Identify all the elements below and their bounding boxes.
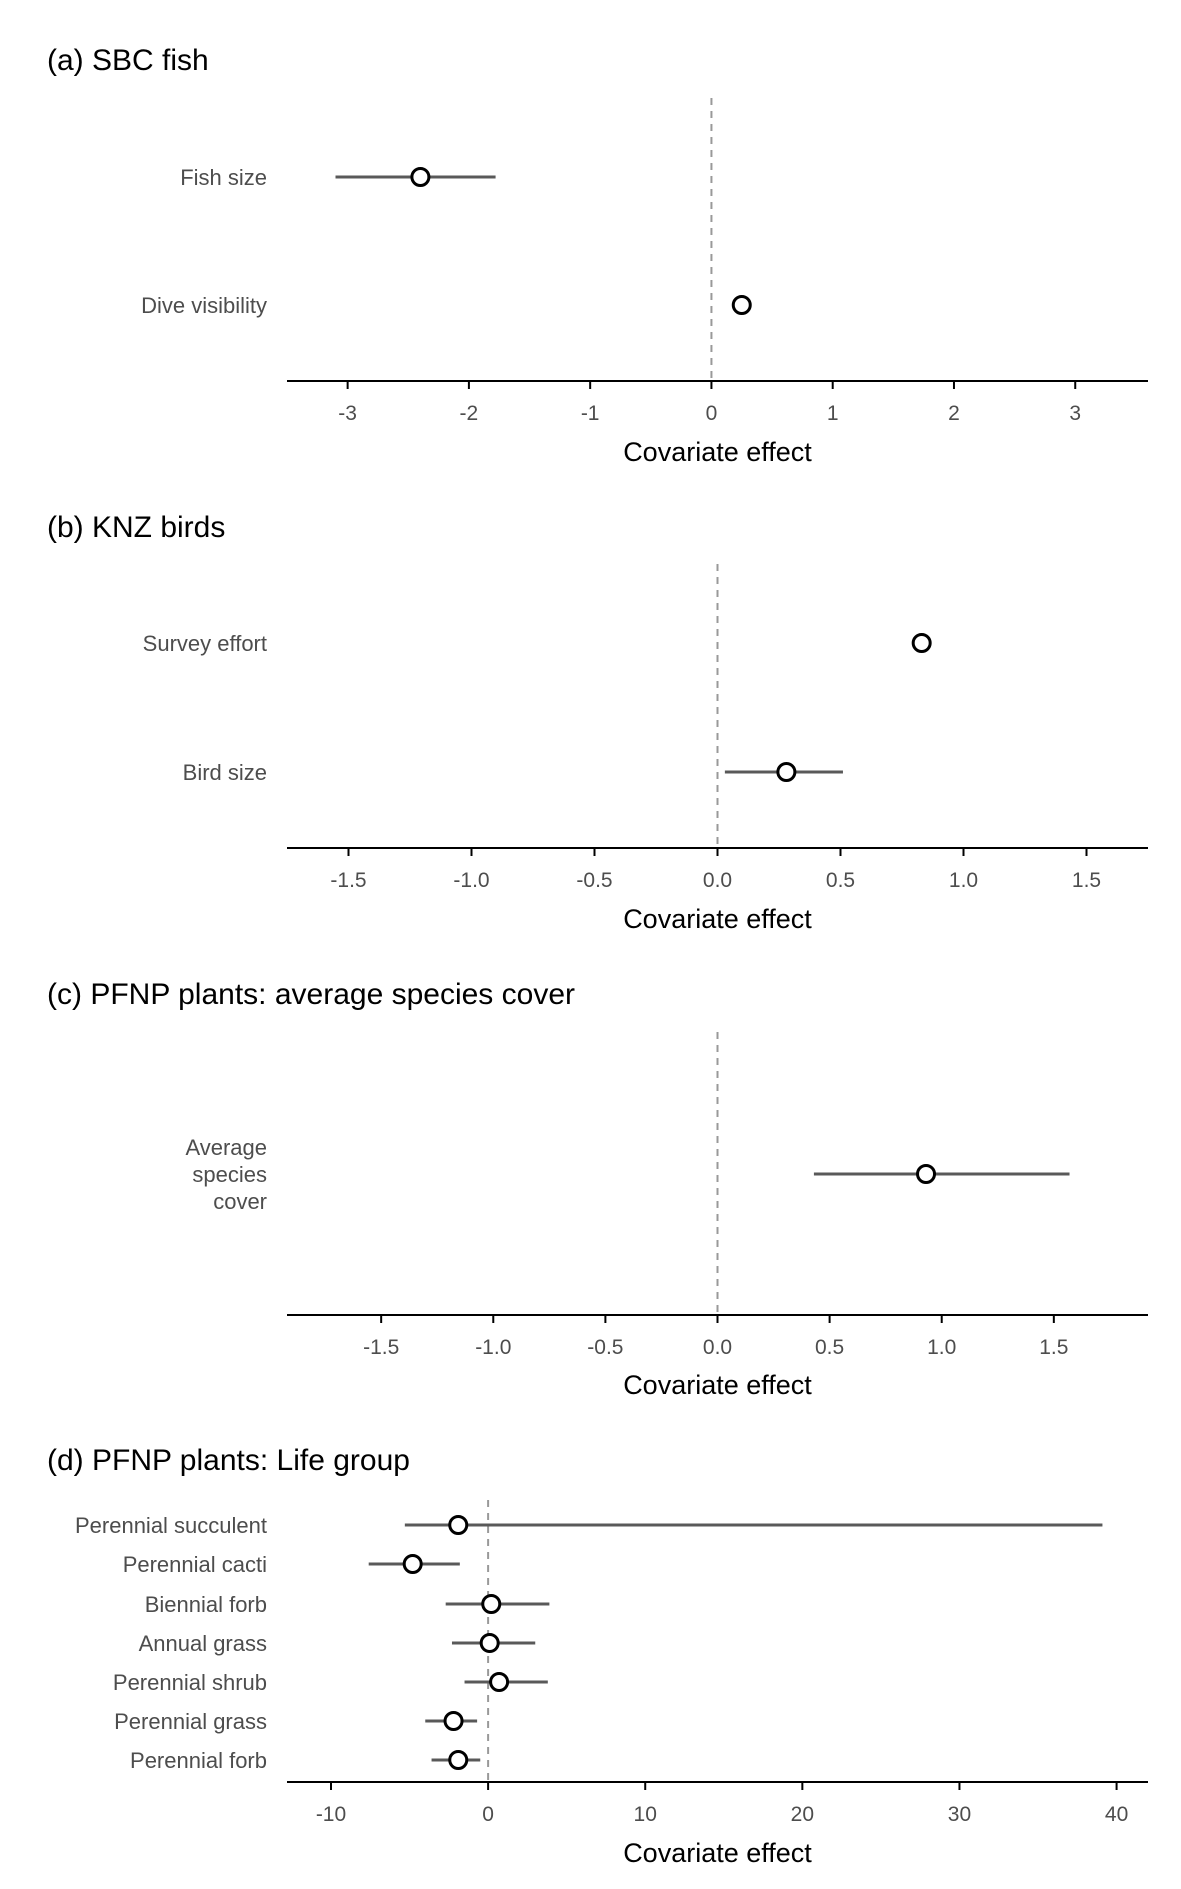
x-tick-label: 0.5 xyxy=(826,869,855,892)
x-tick-label: 0 xyxy=(482,1803,494,1826)
x-tick-label: -1.0 xyxy=(475,1336,511,1359)
category-label: Annual grass xyxy=(139,1631,267,1656)
category-label: Perennial cacti xyxy=(123,1552,267,1577)
x-tick-label: 20 xyxy=(791,1803,814,1826)
x-tick-label: 2 xyxy=(948,402,960,425)
estimate-point xyxy=(489,1672,510,1692)
estimate-point xyxy=(916,1164,937,1184)
category-label: Survey effort xyxy=(143,631,267,656)
x-tick-label: -1.5 xyxy=(330,869,366,892)
panel-b-title: (b) KNZ birds xyxy=(47,511,225,544)
x-tick-label: -2 xyxy=(460,402,479,425)
x-tick-label: 1.5 xyxy=(1039,1336,1068,1359)
category-label: Fish size xyxy=(180,165,267,190)
estimate-point xyxy=(731,295,752,315)
x-tick-label: -3 xyxy=(338,402,357,425)
panel-c-title: (c) PFNP plants: average species cover xyxy=(47,978,575,1011)
x-tick-label: -1 xyxy=(581,402,600,425)
panel-c: (c) PFNP plants: average species cover -1… xyxy=(47,978,1148,1400)
x-tick-label: 0.0 xyxy=(703,1336,732,1359)
category-label: Average species cover xyxy=(185,1135,267,1214)
x-axis-title: Covariate effect xyxy=(623,437,812,467)
x-tick-label: 1 xyxy=(827,402,839,425)
x-axis-title: Covariate effect xyxy=(623,1838,812,1868)
x-tick-label: -1.5 xyxy=(363,1336,399,1359)
x-axis-title: Covariate effect xyxy=(623,1370,812,1400)
x-axis-title: Covariate effect xyxy=(623,904,812,934)
estimate-point xyxy=(410,167,431,187)
x-tick-label: -0.5 xyxy=(587,1336,623,1359)
category-label: Perennial forb xyxy=(130,1748,267,1773)
category-label: Biennial forb xyxy=(145,1592,267,1617)
panel-d: (d) PFNP plants: Life group -10 0 10 20 30 40 C… xyxy=(47,1444,1148,1868)
category-label: Dive visibility xyxy=(141,293,267,318)
estimate-point xyxy=(443,1711,464,1731)
x-tick-label: 3 xyxy=(1069,402,1081,425)
x-tick-label: 0.5 xyxy=(815,1336,844,1359)
panel-a-title: (a) SBC fish xyxy=(47,44,209,77)
x-tick-label: 40 xyxy=(1105,1803,1128,1826)
category-label: Perennial grass xyxy=(114,1709,267,1734)
x-tick-label: -10 xyxy=(316,1803,346,1826)
panel-d-title: (d) PFNP plants: Life group xyxy=(47,1444,410,1477)
x-tick-label: 30 xyxy=(948,1803,971,1826)
x-tick-label: 1.0 xyxy=(949,869,978,892)
category-label: Perennial succulent xyxy=(75,1513,267,1538)
panel-a: (a) SBC fish -3 -2 -1 0 1 2 3 Covariate effect Fi… xyxy=(47,44,1148,467)
estimate-point xyxy=(448,1515,469,1535)
estimate-point xyxy=(776,762,797,782)
category-label: Perennial shrub xyxy=(113,1670,267,1695)
category-label: Bird size xyxy=(183,760,267,785)
x-tick-label: 1.0 xyxy=(927,1336,956,1359)
x-tick-label: 10 xyxy=(634,1803,657,1826)
estimate-point xyxy=(448,1750,469,1770)
estimate-point xyxy=(402,1554,423,1574)
estimate-point xyxy=(481,1594,502,1614)
x-tick-label: -0.5 xyxy=(576,869,612,892)
panel-b: (b) KNZ birds -1.5 -1.0 -0.5 0.0 0.5 1.0 1.5 Cov… xyxy=(47,511,1148,934)
x-tick-label: -1.0 xyxy=(453,869,489,892)
x-tick-label: 0.0 xyxy=(703,869,732,892)
estimate-point xyxy=(911,633,932,653)
x-tick-label: 0 xyxy=(706,402,718,425)
estimate-point xyxy=(479,1633,500,1653)
x-tick-label: 1.5 xyxy=(1072,869,1101,892)
